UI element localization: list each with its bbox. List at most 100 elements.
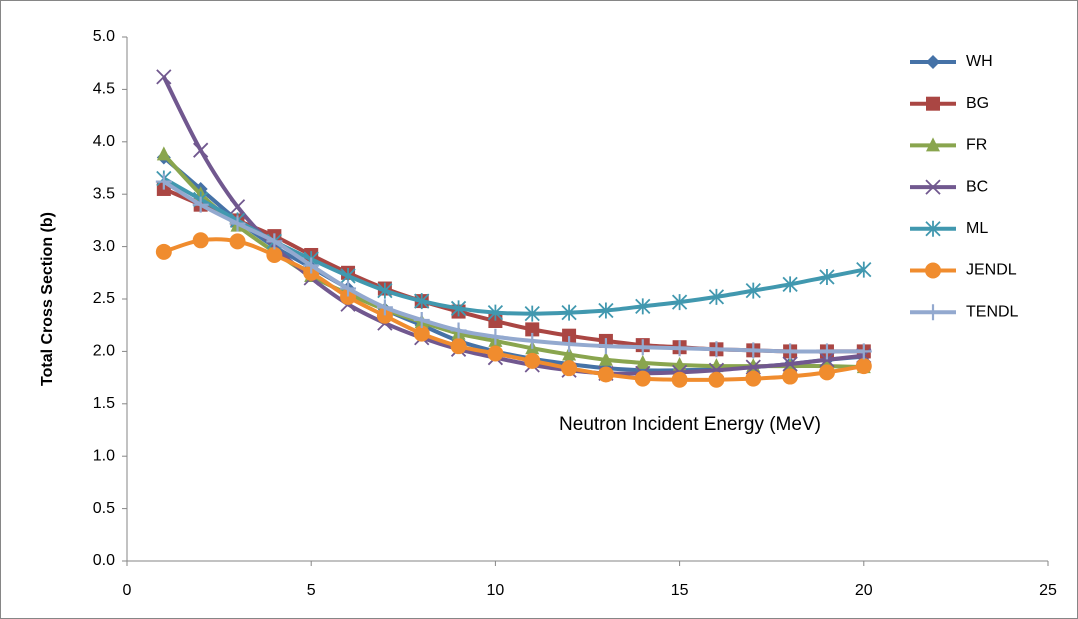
marker: [524, 332, 541, 349]
marker: [634, 339, 651, 356]
marker: [229, 215, 246, 232]
marker: [487, 328, 504, 345]
marker: [525, 322, 540, 337]
marker: [192, 196, 209, 213]
marker: [855, 358, 872, 375]
marker: [855, 343, 872, 360]
marker: [487, 345, 504, 362]
marker: [634, 370, 651, 387]
marker: [155, 243, 172, 260]
marker: [708, 371, 725, 388]
y-tick-label: 2.0: [93, 343, 115, 360]
marker: [745, 282, 761, 299]
y-tick-label: 0.5: [93, 500, 115, 517]
marker: [413, 325, 430, 342]
marker: [598, 351, 613, 366]
marker: [708, 341, 725, 358]
marker: [377, 282, 393, 299]
marker: [156, 146, 171, 161]
marker: [635, 354, 650, 369]
marker: [819, 268, 835, 285]
marker: [597, 338, 614, 355]
marker: [597, 366, 614, 383]
marker: [562, 346, 577, 361]
legend-entry: ML: [910, 220, 988, 237]
marker: [303, 257, 320, 274]
legend-label: BC: [966, 178, 988, 195]
marker: [229, 199, 246, 215]
marker: [266, 246, 283, 263]
legend-label: TENDL: [966, 303, 1019, 320]
marker: [376, 299, 393, 316]
x-tick-label: 5: [307, 582, 316, 599]
marker: [782, 276, 798, 293]
marker: [818, 364, 835, 381]
marker: [598, 302, 614, 319]
marker: [671, 294, 688, 311]
marker: [926, 137, 940, 152]
marker: [925, 179, 941, 195]
marker: [488, 314, 503, 329]
marker: [672, 357, 687, 372]
y-tick-label: 3.5: [93, 185, 115, 202]
y-tick-label: 3.0: [93, 238, 115, 255]
marker: [782, 343, 799, 360]
marker: [561, 304, 577, 321]
marker: [192, 232, 209, 249]
x-tick-label: 10: [487, 582, 505, 599]
marker: [926, 96, 940, 111]
legend-entry: WH: [910, 53, 993, 70]
marker: [819, 352, 835, 368]
legend-label: BG: [966, 95, 989, 112]
y-tick-label: 1.0: [93, 447, 115, 464]
y-tick-label: 4.0: [93, 133, 115, 150]
legend-entry: BC: [910, 178, 988, 195]
legend-label: ML: [966, 220, 988, 237]
marker: [450, 300, 467, 317]
marker: [413, 311, 430, 328]
marker: [925, 262, 941, 279]
marker: [925, 304, 941, 321]
marker: [155, 173, 172, 190]
marker: [818, 343, 835, 360]
x-tick-label: 25: [1039, 582, 1057, 599]
legend-entry: BG: [910, 95, 989, 112]
x-tick-label: 20: [855, 582, 873, 599]
y-tick-label: 5.0: [93, 28, 115, 45]
x-axis-label: Neutron Incident Energy (MeV): [559, 414, 821, 435]
marker: [524, 305, 540, 322]
marker: [745, 359, 761, 375]
y-tick-label: 2.5: [93, 290, 115, 307]
legend-entry: FR: [910, 137, 987, 154]
marker: [745, 370, 762, 387]
marker: [856, 261, 872, 278]
marker: [671, 340, 688, 357]
marker: [414, 293, 430, 310]
legend-entry: JENDL: [910, 262, 1017, 279]
marker: [708, 288, 725, 305]
marker: [524, 352, 541, 369]
marker: [562, 328, 577, 343]
marker: [926, 55, 940, 69]
series: [155, 173, 872, 360]
marker: [671, 371, 688, 388]
x-tick-label: 15: [671, 582, 689, 599]
y-tick-label: 0.0: [93, 552, 115, 569]
marker: [561, 336, 578, 353]
marker: [745, 342, 762, 359]
marker: [635, 298, 651, 315]
marker: [925, 220, 941, 237]
marker: [376, 307, 393, 324]
legend-label: FR: [966, 137, 987, 154]
marker: [782, 356, 798, 372]
legend-entry: TENDL: [910, 303, 1019, 320]
series: [155, 232, 872, 388]
x-tick-label: 0: [123, 582, 132, 599]
y-axis-label: Total Cross Section (b): [39, 212, 56, 386]
marker: [229, 233, 246, 250]
marker: [782, 368, 799, 385]
y-tick-label: 1.5: [93, 395, 115, 412]
marker: [450, 322, 467, 339]
